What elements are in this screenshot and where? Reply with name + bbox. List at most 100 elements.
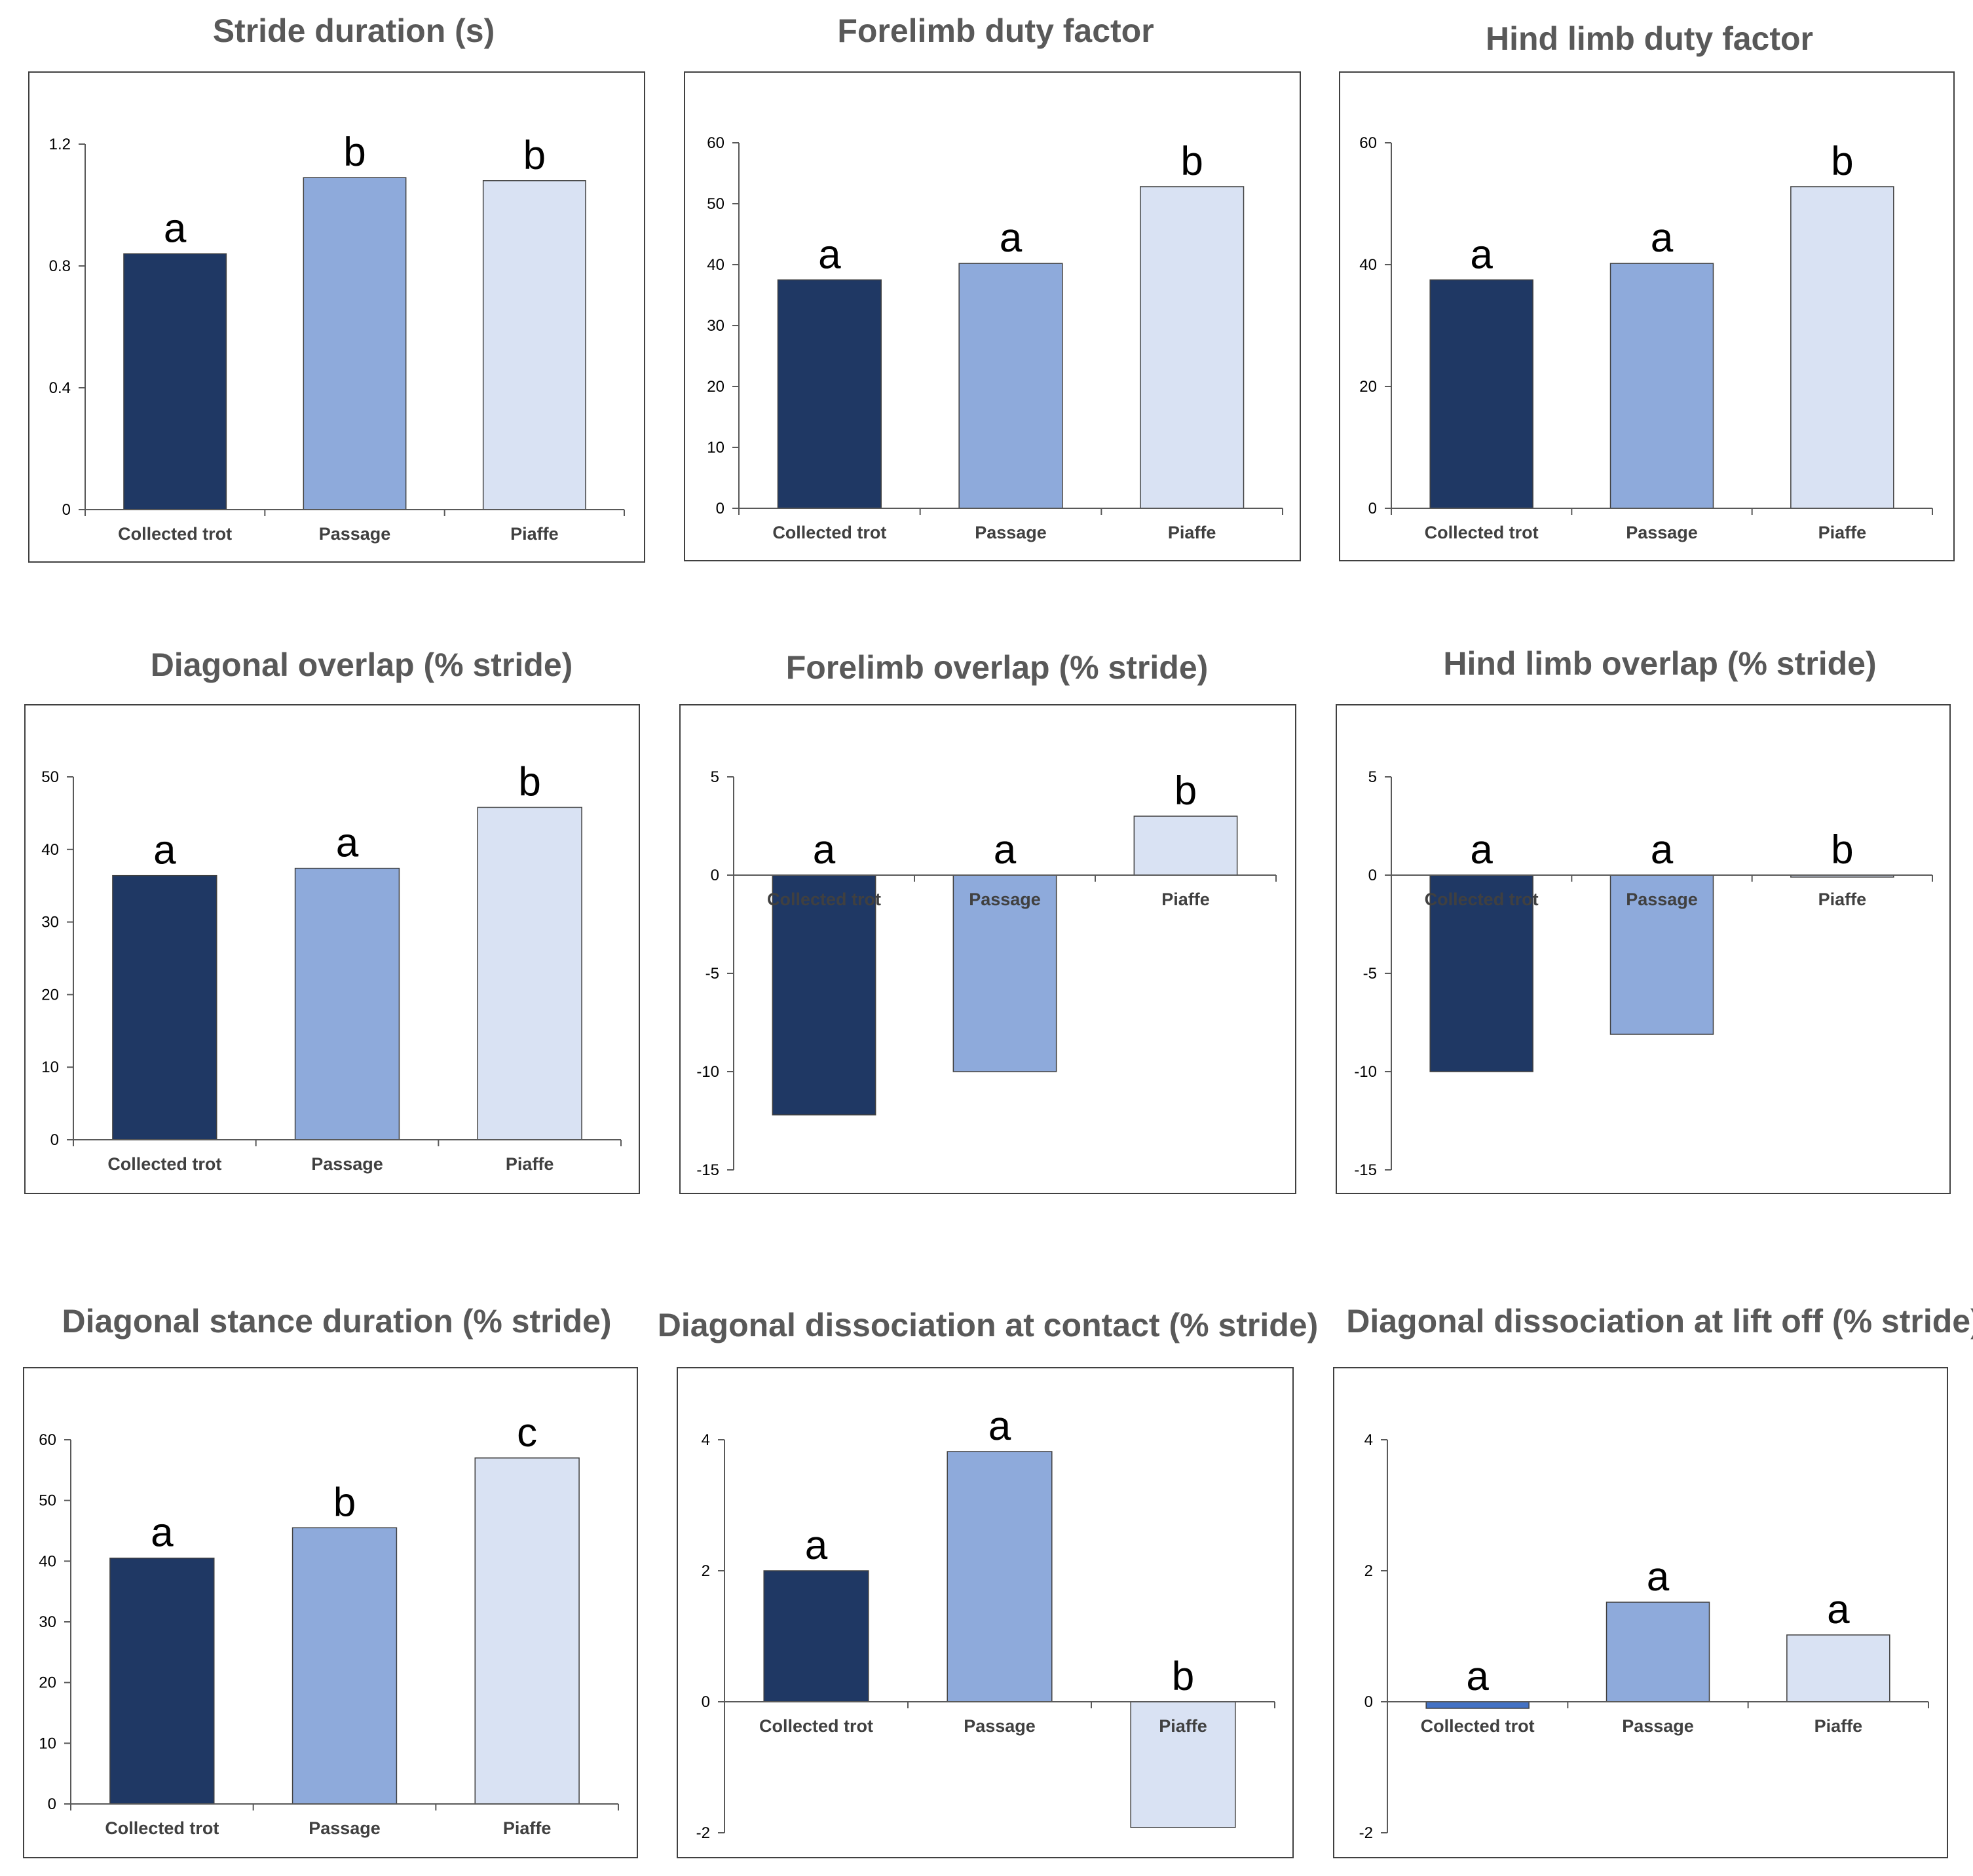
y-tick-label: 2: [1364, 1562, 1373, 1580]
y-tick-label: -10: [1354, 1063, 1377, 1081]
x-tick-label: Collected trot: [759, 1716, 873, 1736]
bar-piaffe: [1786, 1634, 1890, 1702]
significance-label: b: [333, 1480, 356, 1525]
significance-label: a: [151, 1510, 174, 1556]
chart-panel-4: Diagonal overlap (% stride) 0 10 20 30 40 50 a a…: [24, 647, 640, 1194]
x-tick-label: Piaffe: [506, 1154, 554, 1174]
significance-label: a: [805, 1523, 828, 1568]
bar-passage: [952, 874, 1057, 1072]
y-tick-label: -15: [696, 1161, 719, 1179]
y-tick-label: 0: [50, 1131, 59, 1149]
bar-passage: [958, 263, 1063, 509]
significance-label: a: [1647, 1554, 1670, 1600]
bar-collected-trot: [112, 874, 217, 1140]
significance-label: a: [164, 206, 187, 251]
chart-frame: [679, 704, 1296, 1194]
significance-label: b: [343, 130, 366, 175]
x-tick-label: Passage: [1622, 1716, 1694, 1736]
bar-passage: [291, 1527, 398, 1805]
x-tick-label: Passage: [975, 523, 1047, 542]
bar-passage: [1606, 1602, 1710, 1702]
bar-passage: [1609, 263, 1714, 509]
chart-title: Forelimb duty factor: [837, 12, 1154, 49]
significance-label: b: [1831, 827, 1853, 872]
y-tick-label: 0: [1368, 867, 1377, 884]
bar-passage: [294, 867, 400, 1140]
bar-piaffe: [477, 806, 582, 1140]
y-tick-label: 0: [1368, 500, 1377, 517]
significance-label: a: [1470, 232, 1493, 277]
y-tick-label: 4: [1364, 1431, 1373, 1449]
x-tick-label: Piaffe: [1818, 523, 1867, 542]
y-tick-label: 2: [702, 1562, 710, 1580]
y-tick-label: 0: [62, 501, 71, 519]
chart-title: Hind limb overlap (% stride): [1443, 645, 1876, 682]
y-tick-label: 60: [707, 134, 724, 152]
y-tick-label: 30: [707, 317, 724, 335]
bar-piaffe: [1790, 186, 1894, 509]
significance-label: b: [518, 760, 540, 805]
chart-panel-6: Hind limb overlap (% stride) -15 -10 -5 0 5 a a…: [1336, 645, 1951, 1194]
chart-title: Stride duration (s): [213, 12, 495, 49]
chart-title: Diagonal overlap (% stride): [151, 647, 573, 683]
x-tick-label: Piaffe: [1818, 890, 1867, 909]
significance-label: a: [336, 821, 359, 866]
chart-frame: [684, 71, 1301, 561]
chart-panel-3: Hind limb duty factor 0 20 40 60 a a b Collected…: [1339, 20, 1955, 561]
x-tick-label: Passage: [309, 1818, 381, 1838]
significance-label: a: [813, 827, 836, 872]
chart-title: Diagonal stance duration (% stride): [62, 1303, 611, 1340]
x-tick-label: Piaffe: [503, 1818, 552, 1838]
y-tick-label: 20: [1359, 378, 1377, 396]
x-tick-label: Passage: [1626, 890, 1698, 909]
y-tick-label: 20: [41, 986, 59, 1004]
significance-label: c: [517, 1410, 537, 1455]
significance-label: a: [1651, 216, 1674, 261]
chart-panel-8: Diagonal dissociation at contact (% stri…: [658, 1307, 1318, 1858]
bar-piaffe: [1133, 816, 1238, 876]
y-tick-label: 0: [48, 1795, 56, 1813]
y-tick-label: -10: [696, 1063, 719, 1081]
y-tick-label: 0: [1364, 1693, 1373, 1711]
bar-piaffe: [1130, 1701, 1236, 1828]
y-tick-label: 0: [716, 500, 724, 517]
y-tick-label: 30: [39, 1613, 56, 1631]
bar-passage: [1609, 874, 1714, 1035]
chart-frame: [1333, 1367, 1948, 1858]
y-tick-label: 5: [711, 768, 719, 786]
y-tick-label: -5: [1363, 965, 1377, 983]
bar-piaffe: [474, 1457, 580, 1805]
chart-frame: [28, 71, 645, 563]
bar-collected-trot: [1425, 1701, 1530, 1709]
y-tick-label: 5: [1368, 768, 1377, 786]
y-tick-label: 0.8: [49, 257, 71, 275]
x-tick-label: Piaffe: [1814, 1716, 1863, 1736]
significance-label: a: [818, 232, 841, 277]
bar-piaffe: [482, 180, 586, 510]
x-tick-label: Piaffe: [510, 524, 559, 544]
significance-label: a: [994, 827, 1017, 872]
x-tick-label: Collected trot: [1425, 890, 1539, 909]
y-tick-label: 40: [707, 256, 724, 274]
chart-title: Diagonal dissociation at lift off (% str…: [1346, 1303, 1973, 1340]
bar-collected-trot: [1429, 874, 1533, 1072]
bar-collected-trot: [763, 1570, 869, 1702]
y-tick-label: -2: [1359, 1824, 1373, 1842]
chart-title: Hind limb duty factor: [1486, 20, 1813, 57]
x-tick-label: Collected trot: [1425, 523, 1539, 542]
chart-frame: [1339, 71, 1955, 561]
x-tick-label: Passage: [964, 1716, 1036, 1736]
y-tick-label: 50: [39, 1492, 56, 1510]
x-tick-label: Collected trot: [1421, 1716, 1535, 1736]
x-tick-label: Piaffe: [1161, 890, 1210, 909]
y-tick-label: 60: [1359, 134, 1377, 152]
x-tick-label: Piaffe: [1159, 1716, 1207, 1736]
bar-passage: [947, 1451, 1053, 1702]
significance-label: a: [1466, 1654, 1489, 1699]
x-tick-label: Passage: [319, 524, 391, 544]
y-tick-label: -5: [705, 965, 719, 983]
y-tick-label: 30: [41, 914, 59, 931]
y-tick-label: 4: [702, 1431, 710, 1449]
significance-label: a: [1470, 827, 1493, 872]
y-tick-label: 40: [39, 1552, 56, 1570]
